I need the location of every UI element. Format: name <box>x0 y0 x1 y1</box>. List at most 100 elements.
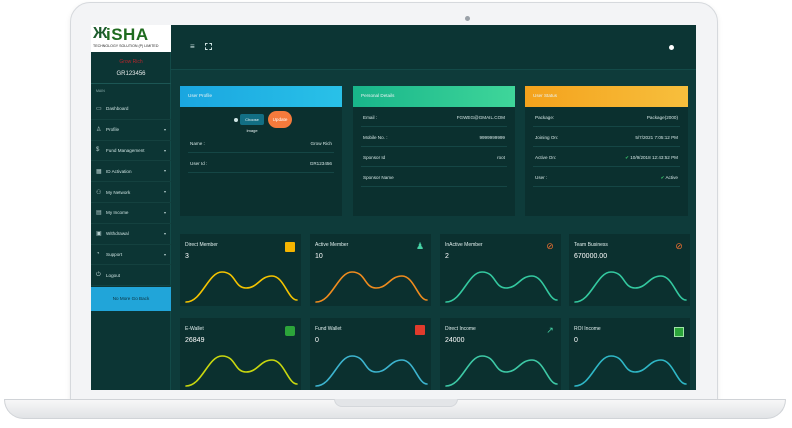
info-row: Sponsor Name <box>361 167 507 187</box>
card-title: Personal Details <box>353 86 515 107</box>
hamburger-icon[interactable]: ≡ <box>190 42 195 51</box>
sidebar-item-withdrawal[interactable]: ▣ Withdrawal ▾ <box>91 224 171 245</box>
row-value: ✔ 10/9/2018 12:43:52 PM <box>625 155 678 160</box>
sidebar-item-fund-management[interactable]: $ Fund Management ▾ <box>91 141 171 162</box>
check-circle-icon: ✔ <box>625 155 629 160</box>
briefcase-icon: ▤ <box>96 210 102 217</box>
stat-card[interactable]: Active Member 10 ♟ <box>310 234 431 306</box>
logo-mark: Ж <box>93 25 108 42</box>
personal-details-card: Personal Details Email : FGWEG@GMAIL.COM… <box>353 86 515 216</box>
sparkline <box>574 271 687 303</box>
user-profile-card: User Profile Choose Image Update Name : … <box>180 86 342 216</box>
row-key: Email : <box>363 115 378 120</box>
row-key: User : <box>535 175 548 180</box>
row-value: 9999999999 <box>479 135 505 140</box>
chevron-down-icon: ▾ <box>163 168 166 174</box>
chevron-down-icon: ▾ <box>163 251 166 257</box>
sparkline <box>574 355 687 387</box>
chevron-down-icon: ▾ <box>163 126 166 132</box>
brand-logo[interactable]: Ж iSHA TECHNOLOGY SOLUTION (P) LIMITED <box>91 25 171 52</box>
user-id: GR123456 <box>116 71 146 77</box>
user-status-card: User Status Package: Package(2000) Joini… <box>525 86 688 216</box>
stat-value: 670000.00 <box>574 253 608 260</box>
chevron-down-icon: ▾ <box>163 147 166 153</box>
support-icon: ◔ <box>96 251 100 258</box>
update-button[interactable]: Update <box>268 111 292 128</box>
sidebar-item-label: Withdrawal <box>106 231 129 237</box>
network-icon: ⚇ <box>96 189 102 196</box>
money-icon <box>674 327 684 337</box>
screen: Ж iSHA TECHNOLOGY SOLUTION (P) LIMITED G… <box>91 25 696 390</box>
stat-card[interactable]: ROI Income 0 <box>569 318 690 390</box>
row-value: 5/7/2021 7:05:12 PM <box>635 135 678 140</box>
stat-value: 26849 <box>185 337 205 344</box>
sidebar-item-logout[interactable]: ⏻ Logout <box>91 265 171 287</box>
row-value: ✔ Active <box>660 175 678 180</box>
sparkline <box>185 355 298 387</box>
user-icon: ♙ <box>96 127 102 134</box>
stat-title: E-Wallet <box>185 326 204 332</box>
sidebar-item-profile[interactable]: ♙ Profile ▾ <box>91 120 171 141</box>
section-label: MAIN <box>96 89 105 93</box>
sidebar-item-label: Support <box>106 251 123 257</box>
fullscreen-icon[interactable] <box>205 43 212 50</box>
stat-value: 0 <box>574 337 578 344</box>
logo-text: iSHA <box>106 25 149 44</box>
sidebar-item-label: ID Activation <box>106 168 132 174</box>
user-name: Grow Rich <box>119 59 143 65</box>
sparkline <box>445 355 558 387</box>
choose-image-button[interactable]: Choose Image <box>240 114 264 133</box>
photo-row: Choose Image Update <box>180 107 342 133</box>
dollar-icon: $ <box>96 147 100 154</box>
row-key: Sponsor Id <box>363 155 386 160</box>
stat-card[interactable]: E-Wallet 26849 <box>180 318 301 390</box>
stat-value: 2 <box>445 253 449 260</box>
user-menu-icon[interactable] <box>669 45 674 50</box>
info-row: User : ✔ Active <box>533 167 680 187</box>
sidebar-item-my-income[interactable]: ▤ My Income ▾ <box>91 203 171 224</box>
stat-card[interactable]: InActive Member 2 ⊘ <box>440 234 561 306</box>
avatar <box>234 118 238 122</box>
sidebar-item-label: Dashboard <box>106 106 129 112</box>
sidebar-item-label: My Network <box>106 189 131 195</box>
row-key: Joining On: <box>535 135 559 140</box>
stat-title: Direct Member <box>185 242 218 248</box>
stat-card[interactable]: Direct Income 24000 ↗ <box>440 318 561 390</box>
stat-title: Direct Income <box>445 326 476 332</box>
user-slash-icon: ⊘ <box>675 241 683 251</box>
row-key: Active On: <box>535 155 557 160</box>
stat-card[interactable]: Fund Wallet 0 <box>310 318 431 390</box>
sidebar-item-support[interactable]: ◔ Support ▾ <box>91 245 171 266</box>
stat-value: 0 <box>315 337 319 344</box>
stat-title: InActive Member <box>445 242 483 248</box>
laptop-notch <box>334 399 458 407</box>
sidebar-item-id-activation[interactable]: ▦ ID Activation ▾ <box>91 161 171 183</box>
sparkline <box>185 271 298 303</box>
stat-value: 24000 <box>445 337 465 344</box>
chevron-down-icon: ▾ <box>163 209 166 215</box>
id-card-icon <box>285 242 295 252</box>
wallet-icon <box>285 326 295 336</box>
stat-card[interactable]: Direct Member 3 <box>180 234 301 306</box>
card-title: User Profile <box>180 86 342 107</box>
chevron-down-icon: ▾ <box>163 230 166 236</box>
camera-dot <box>465 16 470 21</box>
row-key: Sponsor Name <box>363 175 394 180</box>
stat-title: ROI Income <box>574 326 601 332</box>
info-row: Sponsor Id root <box>361 147 507 167</box>
go-back-banner[interactable]: No More Go Back <box>91 287 171 311</box>
sidebar-item-label: Fund Management <box>106 147 145 153</box>
sidebar-item-dashboard[interactable]: ▭ Dashboard <box>91 99 171 120</box>
info-row: Joining On: 5/7/2021 7:05:12 PM <box>533 127 680 147</box>
check-circle-icon: ✔ <box>660 175 665 180</box>
info-row: Mobile No. : 9999999999 <box>361 127 507 147</box>
card-title: User Status <box>525 86 688 107</box>
stat-card[interactable]: Team Business 670000.00 ⊘ <box>569 234 690 306</box>
sidebar-menu: ▭ Dashboard ♙ Profile ▾ $ Fund Management ▾ ▦ ID … <box>91 99 171 287</box>
chevron-down-icon: ▾ <box>163 189 166 195</box>
sidebar-item-my-network[interactable]: ⚇ My Network ▾ <box>91 182 171 203</box>
row-key: User Id : <box>190 161 208 166</box>
sidebar-item-label: Profile <box>106 127 120 133</box>
stat-title: Team Business <box>574 242 608 248</box>
row-value: Package(2000) <box>646 115 678 120</box>
